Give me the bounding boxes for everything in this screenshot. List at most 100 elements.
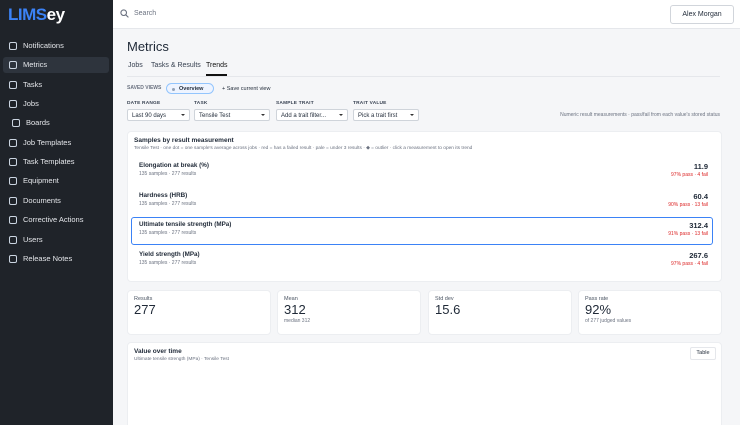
saved-view-label: Overview <box>179 86 204 92</box>
nav-label: Documents <box>23 196 61 205</box>
stat-note: of 277 judged values <box>585 318 632 324</box>
logo-part: LIMS <box>8 5 47 24</box>
nav-item[interactable]: Task Templates <box>3 154 109 170</box>
selected-row[interactable] <box>131 217 713 245</box>
row-name[interactable]: Elongation at break (%) <box>139 162 209 169</box>
card <box>127 342 722 425</box>
row-mean: 267.6 <box>689 251 708 260</box>
row-pass: 91% pass · 13 fail <box>668 231 708 237</box>
nav-icon <box>12 119 20 127</box>
filter-label: TRAIT VALUE <box>353 101 387 106</box>
tab[interactable]: Trends <box>206 62 228 69</box>
nav-item[interactable]: Metrics <box>3 57 109 73</box>
tab-underline <box>206 74 227 76</box>
nav-icon <box>9 177 17 185</box>
nav-label: Equipment <box>23 176 59 185</box>
nav-item[interactable]: Release Notes <box>3 251 109 267</box>
nav-item[interactable]: Notifications <box>3 38 109 54</box>
nav-item[interactable]: Jobs <box>3 96 109 112</box>
filter-label: TASK <box>194 101 208 106</box>
filter-select[interactable]: Add a trait filter... <box>276 109 348 121</box>
stat-label: Mean <box>284 296 298 302</box>
search-input[interactable]: Search <box>134 10 157 17</box>
top-bar: Search Alex Morgan <box>113 0 740 29</box>
saved-view-dot <box>172 87 175 91</box>
nav-icon <box>9 100 17 108</box>
row-count: 135 samples · 277 results <box>139 260 197 266</box>
table-button[interactable]: Table <box>690 347 716 360</box>
nav-item[interactable]: Documents <box>3 193 109 209</box>
saved-views-label: SAVED VIEWS <box>127 85 162 91</box>
nav-icon <box>9 139 17 147</box>
filter-label: DATE RANGE <box>127 101 161 106</box>
row-mean: 60.4 <box>693 192 708 201</box>
nav-label: Task Templates <box>23 157 75 166</box>
nav-label: Boards <box>26 118 50 127</box>
stat-note: median 312 <box>284 318 311 324</box>
row-count: 135 samples · 277 results <box>139 171 197 177</box>
row-count: 135 samples · 277 results <box>139 201 197 207</box>
chart-title: Value over time <box>134 348 182 355</box>
nav-label: Jobs <box>23 99 39 108</box>
row-mean: 11.9 <box>693 162 708 171</box>
nav-label: Notifications <box>23 41 64 50</box>
stat-card <box>578 290 722 335</box>
stat-value: 92% <box>585 302 612 317</box>
card-subtitle: Tensile Test · one dot = one sample's av… <box>134 146 473 151</box>
nav-label: Tasks <box>23 80 43 89</box>
row-pass: 90% pass · 13 fail <box>668 202 708 208</box>
stat-value: 277 <box>134 302 156 317</box>
row-pass: 97% pass · 4 fail <box>671 172 708 178</box>
stat-label: Std dev <box>435 296 454 302</box>
row-name[interactable]: Hardness (HRB) <box>139 192 188 199</box>
card <box>127 131 722 282</box>
nav-item[interactable]: Tasks <box>3 77 109 93</box>
stat-label: Results <box>134 296 153 302</box>
saved-view[interactable]: Overview <box>166 83 214 94</box>
tab-divider <box>127 76 720 77</box>
filters-note: Numeric result measurements · pass/fail … <box>560 112 720 118</box>
stat-card <box>277 290 421 335</box>
nav-label: Users <box>23 235 43 244</box>
chart-subtitle: Ultimate tensile strength (MPa) · Tensil… <box>134 357 229 362</box>
nav-label: Release Notes <box>23 254 73 263</box>
stat-value: 312 <box>284 302 306 317</box>
stat-card <box>127 290 271 335</box>
logo[interactable]: LIMSey <box>8 5 65 25</box>
stat-card <box>428 290 572 335</box>
nav-label: Job Templates <box>23 138 72 147</box>
row-pass: 97% pass · 4 fail <box>671 261 708 267</box>
filter-select[interactable]: Last 90 days <box>127 109 190 121</box>
row-name[interactable]: Ultimate tensile strength (MPa) <box>139 221 232 228</box>
save-view-button[interactable]: + Save current view <box>222 85 271 92</box>
nav-item[interactable]: Equipment <box>3 173 109 189</box>
card-title: Samples by result measurement <box>134 137 234 144</box>
row-name[interactable]: Yield strength (MPa) <box>139 251 200 258</box>
nav-item[interactable]: Corrective Actions <box>3 212 109 228</box>
nav-icon <box>9 81 17 89</box>
nav-icon <box>9 158 17 166</box>
tab[interactable]: Jobs <box>128 62 143 69</box>
nav-icon <box>9 42 17 50</box>
stat-value: 15.6 <box>435 302 461 317</box>
row-count: 135 samples · 277 results <box>139 230 197 236</box>
nav-label: Metrics <box>23 60 48 69</box>
nav-item[interactable]: Job Templates <box>3 135 109 151</box>
tab[interactable]: Tasks & Results <box>151 62 201 69</box>
filter-label: SAMPLE TRAIT <box>276 101 314 106</box>
page-title: Metrics <box>127 39 169 54</box>
sidebar: LIMSey Notifications Metrics Tasks Jobs Boar… <box>0 0 113 425</box>
nav-item[interactable]: Users <box>3 232 109 248</box>
nav-label: Corrective Actions <box>23 215 84 224</box>
nav-icon <box>9 61 17 69</box>
filter-select[interactable]: Pick a trait first <box>353 109 419 121</box>
user-menu[interactable]: Alex Morgan <box>670 5 734 24</box>
nav-item[interactable]: Boards <box>6 115 112 131</box>
nav-icon <box>9 216 17 224</box>
nav-icon <box>9 197 17 205</box>
nav-icon <box>9 255 17 263</box>
nav-icon <box>9 236 17 244</box>
row-mean: 312.4 <box>689 221 708 230</box>
filter-select[interactable]: Tensile Test <box>194 109 270 121</box>
